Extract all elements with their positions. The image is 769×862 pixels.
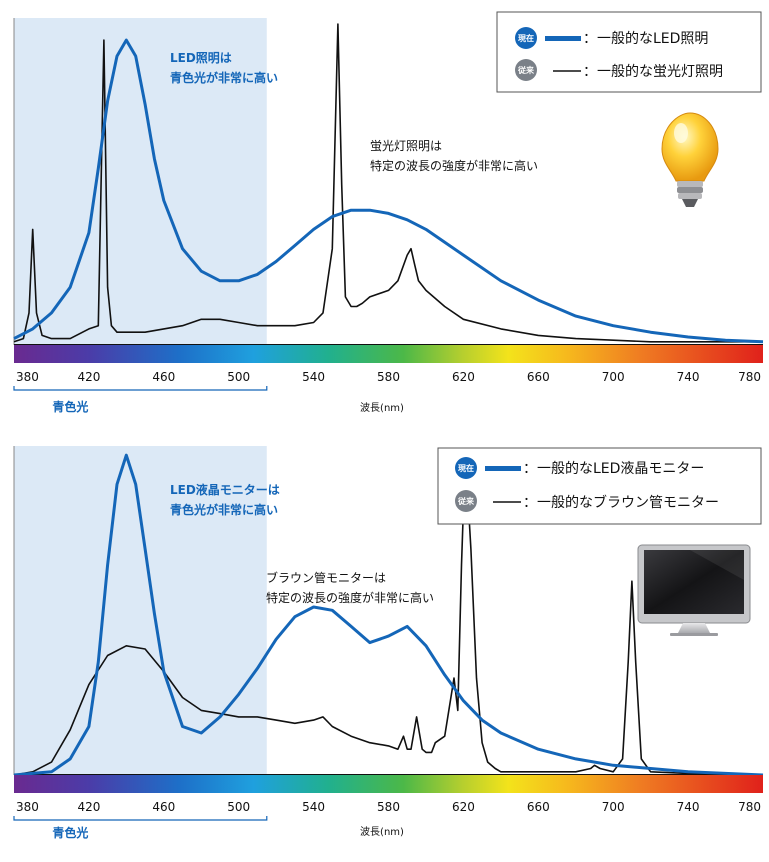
x-tick-label: 780	[738, 800, 761, 814]
annotation-fluorescent-line-1: 蛍光灯照明は	[370, 139, 442, 153]
x-tick-labels: 380 420 460 500 540 580 620 660 700 740 780	[16, 370, 761, 384]
badge-old	[455, 490, 477, 512]
x-axis-label: 波長(nm)	[360, 401, 404, 414]
badge-old	[515, 59, 537, 81]
monitor-icon	[637, 544, 751, 636]
led-vs-fluorescent-chart: 380 420 460 500 540 580 620 660 700 740 780 波長(nm)…	[13, 11, 764, 414]
badge-old-label: 従来	[457, 496, 475, 506]
badge-now-label: 現在	[458, 463, 474, 473]
x-tick-label: 620	[452, 800, 475, 814]
badge-now	[515, 27, 537, 49]
annotation-led: LED照明は 青色光が非常に高い	[170, 50, 278, 85]
series-lines	[13, 451, 764, 777]
x-tick-label: 620	[452, 370, 475, 384]
x-tick-labels: 380 420 460 500 540 580 620 660 700 740 780	[16, 800, 761, 814]
annotation-crt-line-1: ブラウン管モニターは	[266, 570, 386, 585]
x-axis-label: 波長(nm)	[360, 825, 404, 838]
x-tick-label: 460	[152, 370, 175, 384]
color-spectrum-bar	[14, 345, 763, 363]
blue-range-bracket: 青色光	[13, 816, 268, 840]
legend-fluorescent-label: ：一般的な蛍光灯照明	[583, 64, 723, 80]
annotation-led-lcd-line-2: 青色光が非常に高い	[170, 502, 278, 517]
series-line-led	[13, 453, 764, 777]
x-tick-label: 780	[738, 370, 761, 384]
legend-box	[437, 447, 762, 525]
series-line-led	[13, 38, 764, 344]
annotation-led-lcd-line-1: LED液晶モニターは	[170, 482, 280, 497]
blue-light-region	[14, 446, 267, 775]
badge-now-label: 現在	[518, 33, 534, 43]
blue-range-label: 青色光	[52, 825, 88, 840]
x-tick-label: 580	[377, 800, 400, 814]
legend-led-label: ：一般的なLED照明	[583, 31, 708, 47]
x-tick-label: 660	[527, 370, 550, 384]
blue-range-label: 青色光	[52, 399, 88, 414]
x-tick-label: 420	[77, 370, 100, 384]
legend: 現在 ：一般的なLED液晶モニター 従来 ：一般的なブラウン管モニター	[437, 447, 762, 525]
annotation-fluorescent-line-2: 特定の波長の強度が非常に高い	[370, 158, 538, 173]
legend-box	[496, 11, 762, 93]
legend-swatch-led	[545, 36, 581, 41]
x-tick-label: 500	[227, 370, 250, 384]
x-tick-label: 380	[16, 370, 39, 384]
x-tick-label: 540	[302, 800, 325, 814]
legend: 現在 ：一般的なLED照明 従来 ：一般的な蛍光灯照明	[496, 11, 762, 93]
annotation-led-lcd: LED液晶モニターは 青色光が非常に高い	[170, 482, 280, 517]
annotation-crt: ブラウン管モニターは 特定の波長の強度が非常に高い	[266, 570, 434, 605]
legend-crt-label: ：一般的なブラウン管モニター	[523, 494, 719, 511]
badge-old-label: 従来	[517, 65, 535, 75]
legend-led-lcd-label: ：一般的なLED液晶モニター	[523, 461, 704, 477]
blue-range-bracket: 青色光	[13, 386, 268, 414]
series-line-fluorescent	[13, 23, 763, 343]
x-tick-label: 460	[152, 800, 175, 814]
x-tick-label: 380	[16, 800, 39, 814]
series-lines	[13, 23, 764, 344]
x-tick-label: 700	[602, 370, 625, 384]
annotation-led-line-2: 青色光が非常に高い	[170, 70, 278, 85]
legend-swatch-led-lcd	[485, 466, 521, 471]
x-tick-label: 420	[77, 800, 100, 814]
x-tick-label: 740	[677, 800, 700, 814]
annotation-fluorescent: 蛍光灯照明は 特定の波長の強度が非常に高い	[370, 139, 538, 173]
series-line-crt	[13, 451, 763, 776]
x-tick-label: 700	[602, 800, 625, 814]
lightbulb-icon	[661, 112, 719, 207]
annotation-crt-line-2: 特定の波長の強度が非常に高い	[266, 590, 434, 605]
annotation-led-line-1: LED照明は	[170, 50, 232, 65]
x-tick-label: 740	[677, 370, 700, 384]
color-spectrum-bar	[14, 775, 763, 793]
x-tick-label: 500	[227, 800, 250, 814]
x-tick-label: 540	[302, 370, 325, 384]
blue-light-region	[14, 18, 267, 345]
x-tick-label: 660	[527, 800, 550, 814]
led-lcd-vs-crt-chart: 380 420 460 500 540 580 620 660 700 740 780 波長(nm)…	[13, 446, 764, 840]
badge-now	[455, 457, 477, 479]
x-tick-label: 580	[377, 370, 400, 384]
